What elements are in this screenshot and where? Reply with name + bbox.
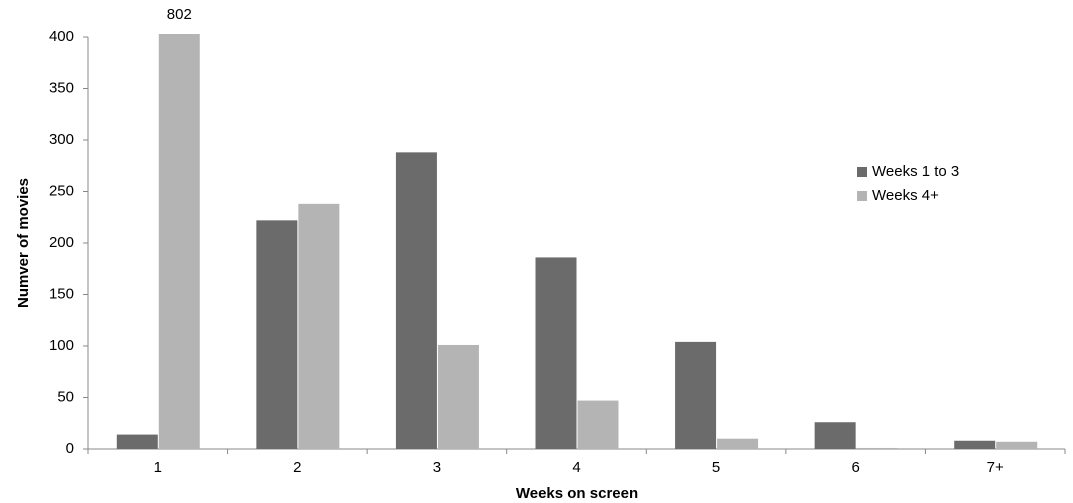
y-tick-label: 50 (57, 388, 74, 405)
bar (298, 203, 340, 449)
bar (814, 422, 856, 449)
data-label: 802 (167, 6, 192, 23)
x-axis-label: Weeks on screen (516, 485, 638, 502)
y-tick-label: 350 (49, 79, 74, 96)
x-tick-label: 2 (293, 459, 301, 476)
bar (717, 438, 759, 449)
legend-swatch (857, 191, 867, 201)
legend-label: Weeks 1 to 3 (872, 163, 959, 180)
bar (675, 341, 717, 449)
y-tick-label: 200 (49, 234, 74, 251)
bar (996, 441, 1038, 449)
x-tick-label: 7+ (987, 459, 1004, 476)
bar (395, 152, 437, 450)
bar (535, 257, 577, 449)
y-axis-label: Numver of movies (15, 178, 32, 308)
bar (577, 400, 619, 449)
x-tick-label: 1 (154, 459, 162, 476)
bar (437, 344, 479, 449)
x-tick-label: 3 (433, 459, 441, 476)
bar (116, 434, 158, 449)
y-tick-label: 300 (49, 131, 74, 148)
y-tick-label: 250 (49, 182, 74, 199)
y-tick-label: 150 (49, 285, 74, 302)
bar (256, 220, 298, 449)
legend-label: Weeks 4+ (872, 187, 939, 204)
bar (954, 440, 996, 449)
y-tick-label: 0 (66, 440, 74, 457)
x-tick-label: 4 (572, 459, 580, 476)
bar (856, 447, 898, 449)
x-tick-label: 6 (851, 459, 859, 476)
y-tick-label: 100 (49, 337, 74, 354)
plot-area (116, 34, 1038, 450)
y-tick-label: 400 (49, 28, 74, 45)
x-tick-label: 5 (712, 459, 720, 476)
legend-swatch (857, 167, 867, 177)
bar (158, 34, 200, 449)
